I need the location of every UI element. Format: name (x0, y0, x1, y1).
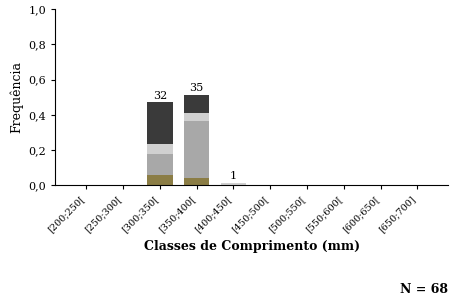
X-axis label: Classes de Comprimento (mm): Classes de Comprimento (mm) (144, 240, 360, 253)
Y-axis label: Frequência: Frequência (10, 61, 23, 133)
Bar (147, 102, 173, 144)
Text: 35: 35 (189, 83, 204, 93)
Bar (184, 94, 209, 113)
Bar (147, 175, 173, 185)
Bar (147, 154, 173, 175)
Bar (184, 120, 209, 178)
Bar (184, 178, 209, 185)
Bar (147, 144, 173, 154)
Text: 1: 1 (230, 171, 237, 181)
Bar (184, 113, 209, 120)
Bar (220, 183, 246, 185)
Text: N = 68: N = 68 (400, 283, 448, 296)
Text: 32: 32 (152, 91, 167, 101)
